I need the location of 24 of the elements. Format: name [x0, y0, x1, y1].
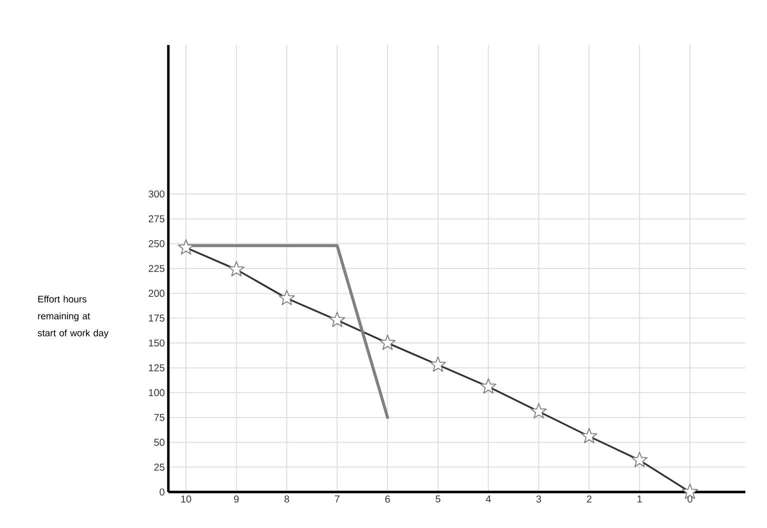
x-tick-label: 6	[385, 496, 390, 503]
y-tick-label: 25	[154, 464, 164, 471]
x-tick-label: 4	[486, 496, 491, 502]
y-tick-label: 100	[148, 389, 164, 396]
x-tick-label: 9	[234, 496, 239, 503]
x-tick-label: 8	[284, 496, 290, 503]
y-tick-label: 0	[160, 488, 164, 496]
y-tick-label: 275	[148, 215, 164, 222]
x-tick-label: 3	[536, 496, 542, 503]
x-tick-label: 1	[638, 496, 642, 502]
y-tick-label: 225	[148, 264, 164, 272]
y-tick-label: 250	[148, 240, 164, 248]
x-tick-label: 2	[586, 496, 592, 502]
x-tick-label: 7	[334, 496, 340, 502]
y-tick-label: 75	[154, 414, 164, 421]
y-tick-label: 200	[148, 290, 164, 297]
y-tick-label: 150	[148, 339, 164, 347]
y-tick-label: 125	[148, 364, 164, 372]
y-tick-label: 50	[154, 438, 164, 446]
y-tick-label: 300	[148, 190, 164, 198]
x-tick-label: 5	[436, 496, 440, 502]
x-tick-label: 10	[181, 496, 192, 503]
y-tick-label: 175	[148, 314, 164, 322]
text: Effort hours remaining at start of work day	[38, 296, 108, 338]
